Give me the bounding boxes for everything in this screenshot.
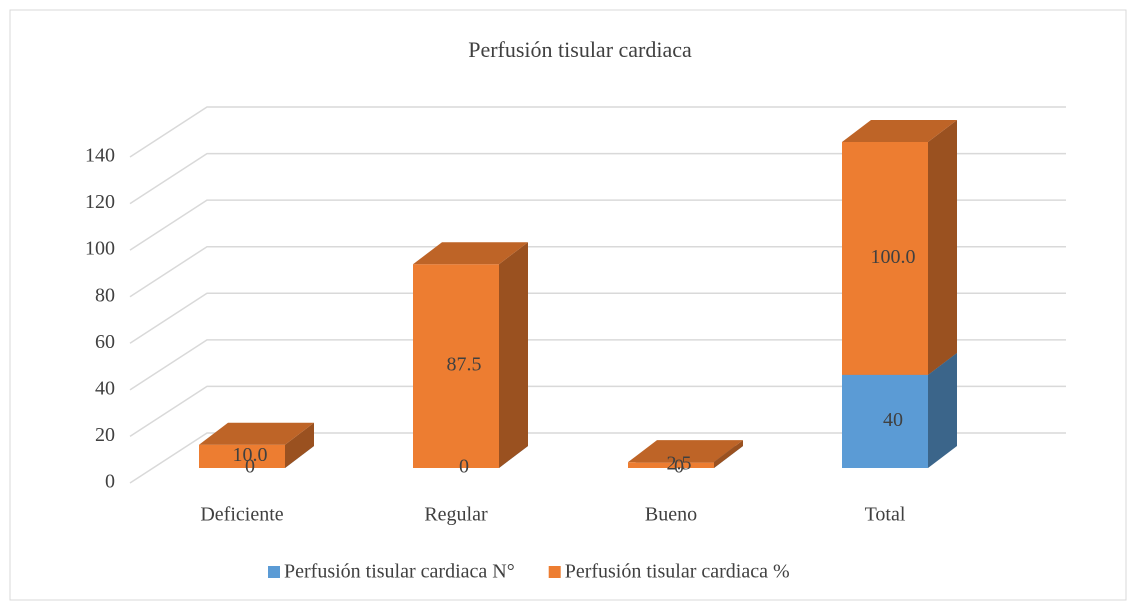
x-tick-label: Deficiente: [200, 504, 283, 526]
bar: [842, 142, 928, 375]
data-label: 100.0: [871, 246, 916, 268]
bar: [199, 444, 285, 468]
y-tick-label: 100: [85, 238, 115, 260]
grid-line: [129, 292, 1066, 344]
bar-side: [928, 120, 957, 375]
bar-top: [842, 120, 957, 142]
y-tick-label: 140: [85, 145, 115, 167]
bar: [842, 374, 928, 468]
data-label: 87.5: [447, 354, 482, 376]
data-label: 0: [245, 456, 255, 478]
grid-line: [129, 432, 1066, 484]
grid-line: [129, 339, 1066, 391]
bar-side: [499, 242, 528, 468]
bar-top: [199, 422, 314, 445]
bar-top: [413, 242, 528, 265]
data-label: 0: [459, 456, 469, 478]
grid-line: [129, 199, 1066, 251]
x-tick-label: Regular: [424, 504, 488, 526]
legend-swatch: [268, 566, 280, 578]
y-tick-label: 60: [95, 331, 115, 353]
data-label: 40: [883, 409, 903, 431]
y-tick-label: 80: [95, 284, 115, 306]
bar-side: [285, 422, 314, 468]
bar: [628, 462, 714, 468]
grid-line: [129, 152, 1066, 205]
y-tick-label: 20: [95, 424, 115, 446]
bar: [413, 264, 499, 468]
bar-side: [714, 440, 743, 468]
legend-label: Perfusión tisular cardiaca %: [565, 561, 790, 583]
grid-line: [129, 245, 1066, 298]
bar-top: [628, 440, 743, 463]
legend-swatch: [548, 566, 561, 578]
grid-line: [129, 385, 1066, 438]
data-label: 10.0: [233, 444, 268, 466]
grid-line: [129, 106, 1066, 158]
legend-label: Perfusión tisular cardiaca N°: [284, 561, 515, 583]
chart-title: Perfusión tisular cardiaca: [468, 37, 692, 62]
x-tick-label: Bueno: [645, 504, 697, 526]
y-tick-label: 40: [95, 377, 115, 399]
x-tick-label: Total: [865, 504, 906, 526]
data-label: 2.5: [667, 453, 692, 475]
chart-border: [9, 9, 1127, 601]
y-tick-label: 120: [85, 191, 115, 213]
bar-side: [928, 352, 957, 468]
data-label: 0: [674, 456, 684, 478]
y-tick-label: 0: [105, 471, 115, 493]
